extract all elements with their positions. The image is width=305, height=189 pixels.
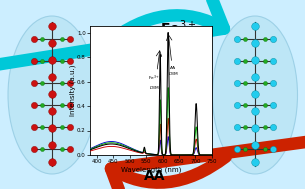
Y-axis label: Intensity (a.u.): Intensity (a.u.)	[69, 65, 76, 116]
FancyArrowPatch shape	[111, 125, 305, 189]
Text: Fe$^{3+}$
$D_0$M: Fe$^{3+}$ $D_0$M	[148, 74, 160, 92]
Text: AA
$D_0$M: AA $D_0$M	[168, 66, 178, 78]
Ellipse shape	[213, 16, 297, 174]
Text: AA: AA	[144, 169, 166, 183]
FancyArrowPatch shape	[0, 0, 224, 79]
Ellipse shape	[8, 16, 96, 174]
Text: Fe$^{3+}$: Fe$^{3+}$	[160, 18, 196, 37]
X-axis label: Wavelength (nm): Wavelength (nm)	[121, 166, 181, 173]
